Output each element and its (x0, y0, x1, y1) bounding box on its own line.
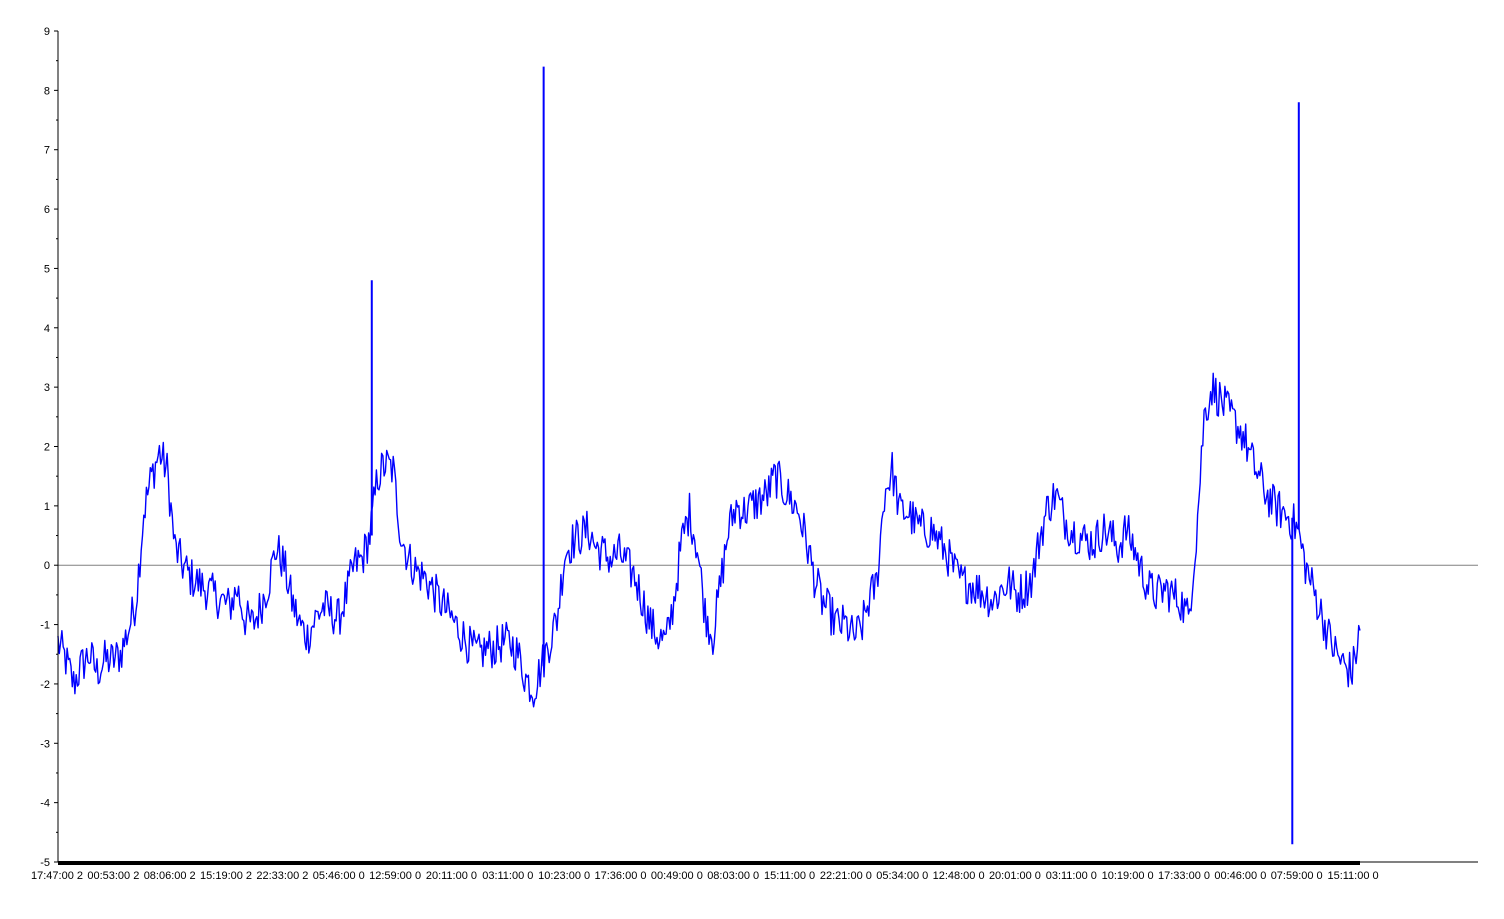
y-tick-label: 3 (44, 382, 50, 394)
x-axis-tick-band (58, 861, 1360, 865)
x-tick-label: 15:11:00 0 (1327, 870, 1378, 882)
x-tick-label: 20:11:00 0 (426, 870, 477, 882)
x-tick-label: 15:11:00 0 (764, 870, 815, 882)
x-tick-label: 03:11:00 0 (1046, 870, 1097, 882)
x-tick-label: 12:48:00 0 (933, 870, 985, 882)
axes (57, 31, 1478, 865)
x-tick-label: 05:46:00 0 (313, 870, 365, 882)
spike-lines (370, 66, 1300, 845)
y-tick-label: -5 (40, 857, 50, 869)
y-tick-label: -4 (40, 798, 50, 810)
x-tick-label: 12:59:00 0 (369, 870, 421, 882)
y-tick-label: 8 (44, 85, 50, 97)
x-tick-label: 10:19:00 0 (1102, 870, 1154, 882)
x-tick-label: 15:19:00 2 (200, 870, 252, 882)
y-tick-label: 5 (44, 263, 50, 275)
x-tick-label: 22:21:00 0 (820, 870, 872, 882)
x-tick-label: 03:11:00 0 (482, 870, 533, 882)
y-tick-label: 4 (44, 323, 50, 335)
y-tick-label: 1 (44, 501, 50, 513)
series-line (57, 372, 1361, 708)
y-tick-label: 6 (44, 204, 50, 216)
y-tick-label: 0 (44, 560, 50, 572)
y-axis-ticks: 9 8 7 6 5 4 3 2 1 0 -1 -2 -3 -4 -5 (40, 26, 58, 869)
x-axis-ticks: 17:47:00 2 00:53:00 2 08:06:00 2 15:19:00 2… (31, 870, 1379, 882)
x-tick-label: 20:01:00 0 (989, 870, 1041, 882)
x-tick-label: 17:36:00 0 (595, 870, 647, 882)
x-tick-label: 05:34:00 0 (876, 870, 928, 882)
y-tick-label: -1 (40, 620, 50, 632)
y-tick-label: -2 (40, 679, 50, 691)
x-tick-label: 08:03:00 0 (707, 870, 759, 882)
x-tick-label: 08:06:00 2 (144, 870, 196, 882)
y-tick-label: -3 (40, 738, 50, 750)
y-tick-label: 9 (44, 26, 50, 38)
x-tick-label: 10:23:00 0 (538, 870, 590, 882)
x-tick-label: 00:46:00 0 (1214, 870, 1266, 882)
x-tick-label: 17:33:00 0 (1158, 870, 1210, 882)
y-tick-label: 7 (44, 145, 50, 157)
x-tick-label: 22:33:00 2 (256, 870, 308, 882)
x-tick-label: 17:47:00 2 (31, 870, 83, 882)
y-tick-label: 2 (44, 442, 50, 454)
x-tick-label: 00:49:00 0 (651, 870, 703, 882)
x-tick-label: 07:59:00 0 (1271, 870, 1323, 882)
series-lines (57, 372, 1361, 708)
x-tick-label: 00:53:00 2 (87, 870, 139, 882)
